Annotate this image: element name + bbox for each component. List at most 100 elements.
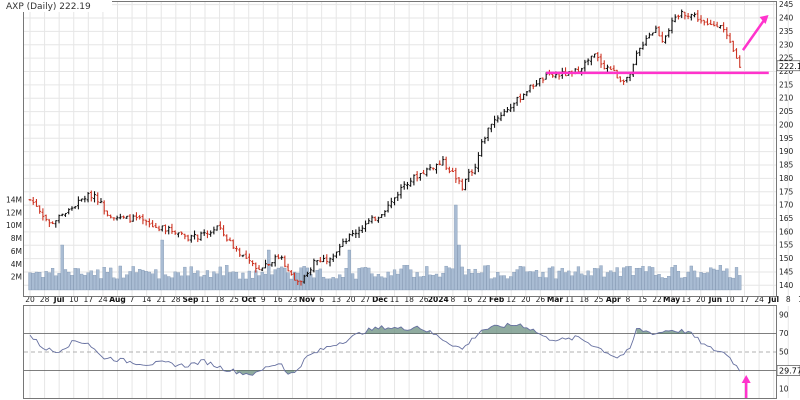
volume-bar	[102, 267, 106, 291]
time-tick-label: 8	[450, 295, 455, 304]
price-tick-label: 240	[779, 14, 794, 23]
price-bar	[170, 223, 174, 234]
rsi-tick-label: 10	[779, 384, 789, 393]
volume-bar	[502, 275, 506, 291]
volume-bar	[44, 271, 48, 291]
price-bar	[722, 22, 726, 33]
volume-bar	[654, 275, 658, 291]
time-tick-label: 15	[798, 295, 800, 304]
rsi-zone-fill	[481, 323, 537, 334]
volume-bar	[486, 265, 490, 291]
price-bar	[235, 246, 238, 252]
volume-bar	[699, 272, 703, 291]
price-bar	[157, 225, 161, 232]
volume-bar	[470, 272, 474, 291]
price-bar	[54, 220, 58, 228]
price-tick-label: 225	[779, 54, 794, 63]
volume-bar	[354, 278, 358, 291]
price-bar	[728, 33, 732, 44]
price-bar	[435, 163, 438, 174]
volume-bar	[557, 270, 561, 291]
volume-bar	[734, 267, 739, 291]
volume-bar	[118, 265, 122, 291]
price-bar	[425, 167, 429, 177]
volume-bar	[247, 270, 251, 291]
volume-bar	[41, 277, 45, 291]
time-tick-label: 22	[477, 295, 487, 304]
price-bar	[251, 260, 254, 267]
volume-bar	[341, 277, 345, 291]
time-tick-label: Dec	[372, 295, 388, 304]
volume-bar	[396, 273, 400, 291]
price-bar	[599, 53, 603, 68]
time-tick-label: Jul	[767, 295, 779, 304]
price-bar	[318, 256, 322, 263]
volume-bar	[67, 271, 71, 291]
time-tick-label: 18	[215, 295, 225, 304]
price-bar	[625, 76, 629, 83]
price-bar	[693, 12, 696, 18]
volume-bar	[405, 265, 410, 291]
price-bar	[344, 238, 348, 245]
volume-bar	[192, 273, 197, 291]
price-bar	[264, 259, 267, 269]
price-bar	[525, 90, 529, 97]
volume-bar	[325, 278, 329, 291]
volume-bar	[205, 270, 210, 291]
price-bar	[186, 234, 190, 242]
volume-bar	[376, 274, 381, 291]
rsi-line	[29, 322, 741, 376]
price-bar	[270, 262, 274, 267]
volume-bar	[218, 266, 222, 291]
rsi-zone-fill	[636, 328, 650, 334]
rsi-tick-label: 70	[779, 329, 789, 338]
volume-bar	[509, 276, 513, 291]
price-bar	[102, 200, 106, 215]
volume-bar	[596, 268, 600, 291]
time-tick-label: 20	[25, 295, 35, 304]
time-tick-label: Jun	[708, 295, 722, 304]
volume-bar	[115, 278, 119, 291]
volume-bar	[467, 269, 471, 291]
price-bar	[260, 267, 264, 272]
volume-bar	[105, 272, 110, 291]
price-tick-label: 175	[779, 187, 794, 196]
volume-bar	[73, 268, 77, 291]
volume-bar	[196, 270, 200, 291]
price-tick-label: 160	[779, 227, 794, 236]
price-bar	[257, 265, 261, 271]
volume-bar	[112, 277, 116, 291]
price-bar	[173, 230, 177, 235]
price-bar	[586, 58, 590, 66]
volume-bar	[667, 276, 671, 291]
time-tick-label: Sep	[182, 295, 198, 304]
price-bar	[699, 15, 703, 24]
price-bar	[402, 181, 406, 190]
volume-bar	[157, 278, 161, 291]
price-bar	[322, 254, 325, 263]
price-tick-label: 150	[779, 254, 794, 263]
price-bar	[222, 225, 225, 237]
price-bar	[128, 214, 132, 223]
price-bar	[357, 226, 361, 238]
price-bar	[470, 169, 474, 176]
price-bar	[457, 177, 461, 185]
volume-bar	[121, 277, 126, 291]
volume-bar	[702, 273, 706, 291]
price-bar	[499, 112, 503, 122]
volume-bar	[380, 276, 384, 291]
volume-bar	[209, 277, 213, 291]
volume-bar	[515, 269, 519, 291]
volume-bar	[560, 268, 564, 291]
volume-bar	[612, 272, 616, 291]
price-bar	[299, 280, 303, 286]
volume-bar	[292, 271, 297, 291]
price-bar	[212, 226, 216, 235]
volume-tick-label: 2M	[11, 273, 22, 282]
volume-bar	[399, 268, 403, 291]
price-bar	[296, 279, 300, 285]
price-bar	[680, 9, 684, 19]
time-tick-label: Jul	[53, 295, 65, 304]
volume-bar	[683, 277, 687, 291]
volume-bar	[434, 273, 439, 291]
